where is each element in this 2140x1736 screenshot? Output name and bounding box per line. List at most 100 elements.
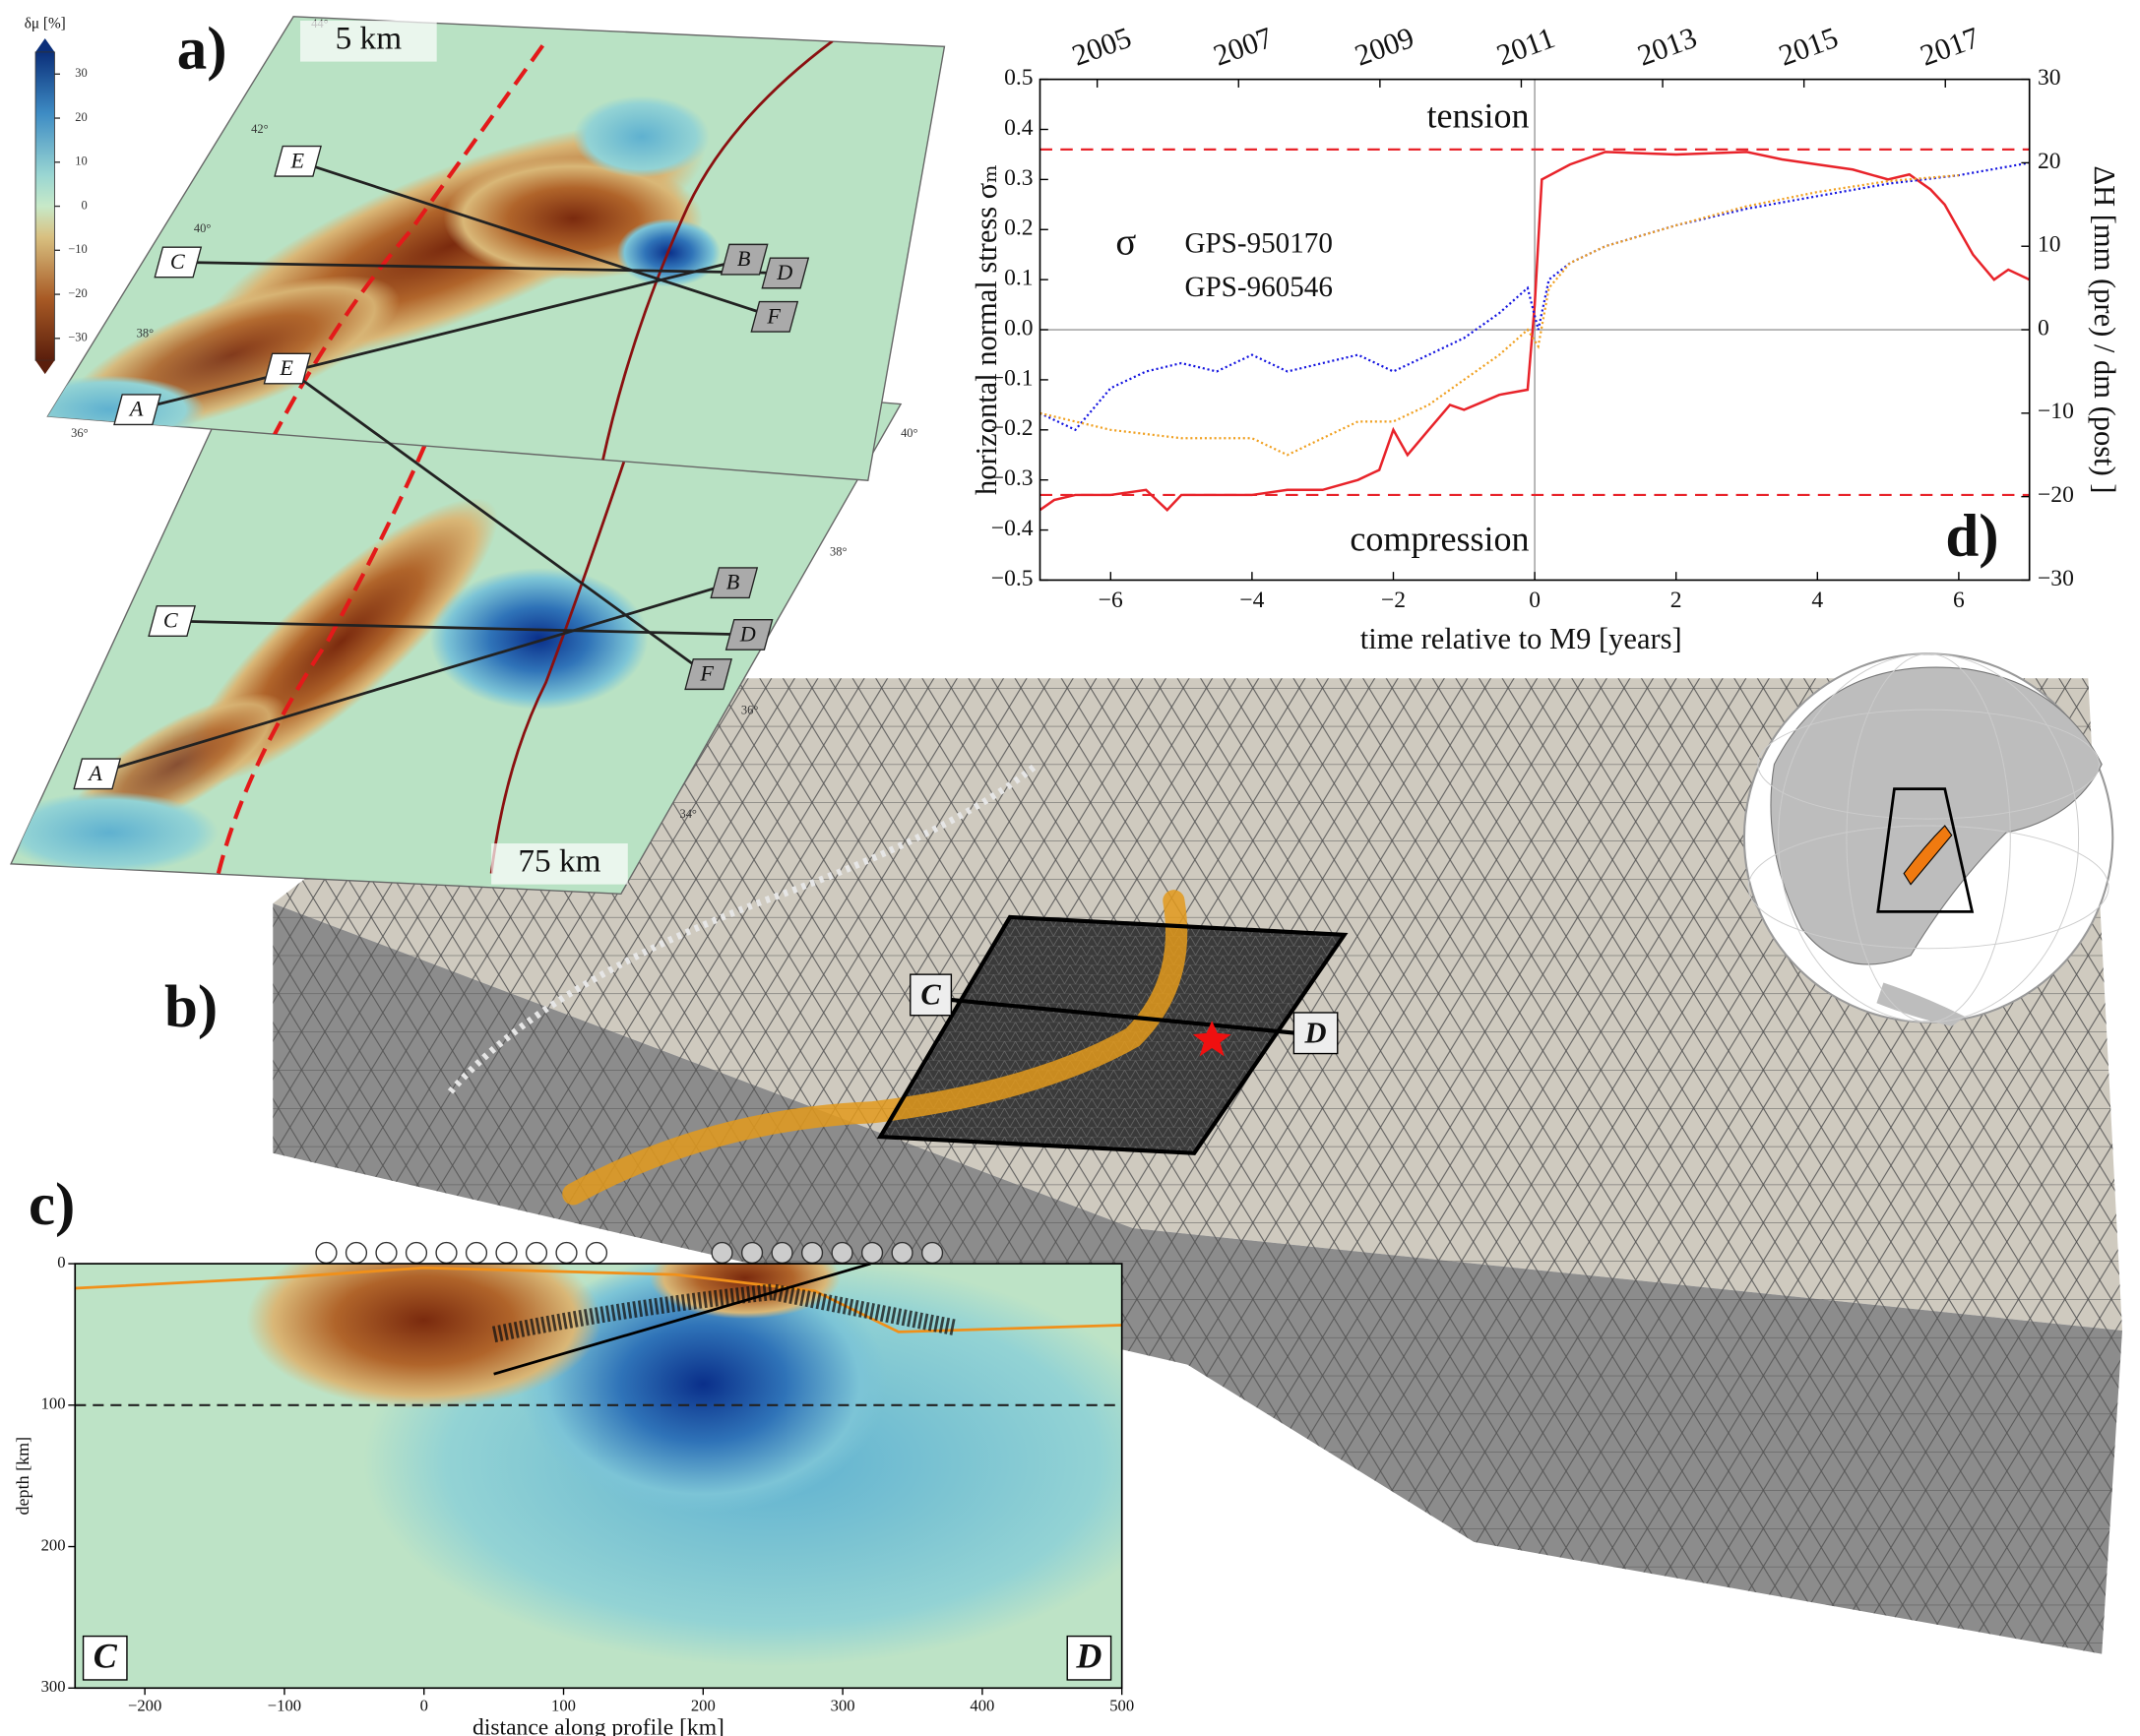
station <box>345 1241 368 1265</box>
profile-box <box>750 300 799 333</box>
station <box>920 1241 944 1265</box>
y-tick-label: 0 <box>57 1253 65 1271</box>
profile-label: E <box>289 148 304 172</box>
colorbar-tick-label: 20 <box>75 110 87 124</box>
depth-label: 75 km <box>518 842 600 879</box>
threshold-label: tension <box>1426 96 1529 136</box>
y2-tick-label: 0 <box>2038 315 2049 341</box>
depth-box <box>491 843 628 885</box>
station <box>525 1241 548 1265</box>
station <box>585 1241 608 1265</box>
latitude-label: 34° <box>679 807 696 821</box>
profile-box <box>1066 1635 1112 1681</box>
seismicity <box>491 1283 957 1343</box>
profile-line <box>177 261 786 275</box>
y-axis-label: depth [km] <box>13 1437 32 1516</box>
profile-line <box>285 367 709 676</box>
x2-tick-label: 2015 <box>1775 21 1843 73</box>
legend-entry: GPS-960546 <box>1184 272 1332 303</box>
station <box>465 1241 488 1265</box>
profile-label: C <box>170 249 185 274</box>
y-tick-label: 0.0 <box>1004 315 1033 341</box>
panel-label: c) <box>29 1172 75 1238</box>
colorbar: δμ [%] <box>25 16 66 375</box>
depth-label: 5 km <box>336 20 403 56</box>
colorbar-tick-label: −20 <box>68 286 88 300</box>
profile-label: A <box>128 397 144 421</box>
x-tick-label: 400 <box>970 1696 994 1714</box>
x-tick-label: −200 <box>128 1696 161 1714</box>
profile-box <box>73 758 122 790</box>
panel-label: a) <box>177 17 227 83</box>
profile-box <box>148 605 196 637</box>
threshold-label: compression <box>1350 520 1529 559</box>
profile-box <box>724 618 774 651</box>
profile-box <box>154 246 203 279</box>
x-tick-label: 6 <box>1953 588 1965 613</box>
profile-label: D <box>1075 1636 1101 1675</box>
x-tick-label: 0 <box>420 1696 428 1714</box>
latitude-label: 38° <box>137 327 154 341</box>
y2-tick-label: −10 <box>2038 399 2074 424</box>
station <box>405 1241 428 1265</box>
series-line <box>1039 151 2031 512</box>
latitude-label: 42° <box>251 122 268 136</box>
profile-label: D <box>776 260 792 284</box>
profile-label: C <box>920 978 941 1012</box>
x-tick-label: −6 <box>1099 588 1123 613</box>
x-tick-label: 100 <box>551 1696 576 1714</box>
colorbar-tick-label: −30 <box>68 331 88 344</box>
y-tick-label: 0.5 <box>1004 65 1033 91</box>
y-tick-label: 0.2 <box>1004 216 1033 241</box>
y-tick-label: 300 <box>41 1677 66 1696</box>
y-tick-label: −0.2 <box>991 415 1034 441</box>
latitude-label: 36° <box>71 426 88 440</box>
panel-label: b) <box>164 974 218 1040</box>
series-line <box>1039 161 2030 432</box>
station <box>435 1241 458 1265</box>
latitude-label: 40° <box>194 221 211 235</box>
velocity-anomaly <box>519 1264 888 1514</box>
legend-entry: σ <box>1115 221 1136 264</box>
y-tick-label: 0.1 <box>1004 266 1033 291</box>
profile-box <box>274 145 322 177</box>
y-tick-label: −0.5 <box>991 566 1034 591</box>
section-frame <box>74 1263 1123 1690</box>
map-b <box>10 348 903 896</box>
x-tick-label: −100 <box>268 1696 301 1714</box>
mesh <box>273 678 2122 1654</box>
y-tick-label: 0.4 <box>1004 115 1034 141</box>
y-tick-label: −0.3 <box>991 465 1034 491</box>
panel-d: tension compression σ GPS-950170 GPS-960546 −… <box>970 21 2121 655</box>
station <box>740 1241 764 1265</box>
profile-box <box>82 1635 128 1681</box>
station <box>831 1241 853 1265</box>
station <box>555 1241 578 1265</box>
station <box>315 1241 338 1265</box>
profile-line <box>941 997 1297 1035</box>
colorbar-tick-label: 30 <box>75 66 87 80</box>
station <box>375 1241 398 1265</box>
map-labels: A B C D E F 40° 38° 36° 34° 75 km <box>73 352 918 885</box>
station <box>495 1241 518 1265</box>
profile-label: E <box>279 355 293 380</box>
x-tick-label: 2 <box>1670 588 1682 613</box>
legend-entry: GPS-950170 <box>1184 227 1332 259</box>
y2-tick-label: 10 <box>2038 232 2061 258</box>
x-tick-label: 500 <box>1109 1696 1134 1714</box>
x-tick-label: 200 <box>691 1696 716 1714</box>
station <box>800 1241 824 1265</box>
topography <box>75 1266 1122 1333</box>
colorbar-tick-label: 0 <box>82 198 88 212</box>
y-tick-label: −0.1 <box>991 365 1034 391</box>
region-box <box>876 914 1349 1155</box>
x-tick-label: 4 <box>1811 588 1823 613</box>
stations <box>562 890 1188 1206</box>
x2-tick-label: 2009 <box>1351 21 1418 73</box>
x-axis-label: time relative to M9 [years] <box>1360 622 1682 655</box>
latitude-label: 40° <box>901 426 917 440</box>
x-tick-label: 0 <box>1529 588 1541 613</box>
slab-line <box>493 1264 871 1376</box>
profile-line <box>136 258 744 411</box>
